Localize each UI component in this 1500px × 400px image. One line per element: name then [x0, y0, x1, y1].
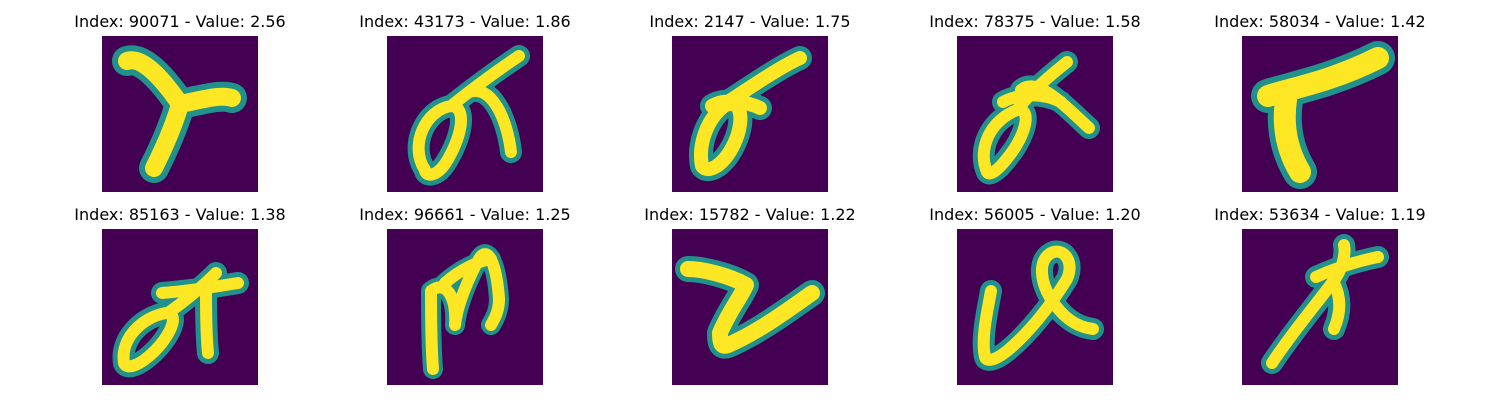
grid-panel-6: Index: 85163 - Value: 1.38: [45, 203, 315, 393]
panel-title: Index: 43173 - Value: 1.86: [359, 12, 571, 31]
panel-title: Index: 58034 - Value: 1.42: [1214, 12, 1426, 31]
glyph-ribbon-loop: [972, 240, 1104, 371]
grid-panel-5: Index: 58034 - Value: 1.42: [1185, 10, 1455, 200]
panel-title: Index: 56005 - Value: 1.20: [929, 205, 1141, 224]
glyph-loop-cross: [112, 262, 249, 378]
digit-image: [1242, 229, 1398, 385]
digit-image: [672, 229, 828, 385]
grid-panel-1: Index: 90071 - Value: 2.56: [45, 10, 315, 200]
grid-panel-7: Index: 96661 - Value: 1.25: [330, 203, 600, 393]
panel-title: Index: 90071 - Value: 2.56: [74, 12, 286, 31]
digit-image: [672, 36, 828, 192]
panel-title: Index: 78375 - Value: 1.58: [929, 12, 1141, 31]
digit-image: [957, 36, 1113, 192]
digit-image: [957, 229, 1113, 385]
digit-image: [102, 36, 258, 192]
grid-panel-9: Index: 56005 - Value: 1.20: [900, 203, 1170, 393]
panel-title: Index: 15782 - Value: 1.22: [644, 205, 856, 224]
digit-image: [387, 229, 543, 385]
glyph-zigzag: [675, 256, 825, 359]
digit-image: [102, 229, 258, 385]
digit-image: [1242, 36, 1398, 192]
panel-title: Index: 2147 - Value: 1.75: [649, 12, 851, 31]
glyph-loop-cross: [407, 45, 530, 186]
glyph-m-strokes: [421, 244, 509, 379]
panel-title: Index: 53634 - Value: 1.19: [1214, 205, 1426, 224]
grid-panel-2: Index: 43173 - Value: 1.86: [330, 10, 600, 200]
grid-panel-4: Index: 78375 - Value: 1.58: [900, 10, 1170, 200]
glyph-t-shape-bold: [1251, 41, 1395, 189]
glyph-slanted-loop: [689, 46, 812, 181]
glyph-t-shape: [112, 45, 247, 183]
panel-title: Index: 96661 - Value: 1.25: [359, 205, 571, 224]
grid-panel-3: Index: 2147 - Value: 1.75: [615, 10, 885, 200]
grid-panel-10: Index: 53634 - Value: 1.19: [1185, 203, 1455, 393]
glyph-cross-diagonal: [1261, 234, 1389, 374]
glyph-loop-cross: [972, 51, 1100, 185]
grid-panel-8: Index: 15782 - Value: 1.22: [615, 203, 885, 393]
digit-image: [387, 36, 543, 192]
panel-title: Index: 85163 - Value: 1.38: [74, 205, 286, 224]
